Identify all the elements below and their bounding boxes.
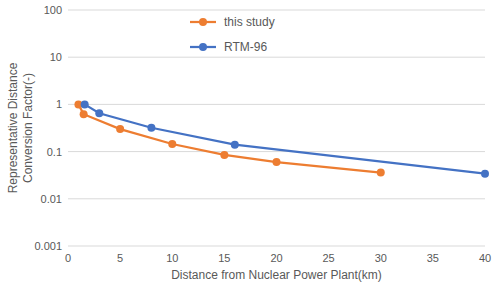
legend-marker [199,18,207,26]
series-marker [231,141,239,149]
x-tick-label: 30 [375,252,387,264]
series-marker [168,140,176,148]
y-axis-title-line: Representative Distance [6,62,20,193]
series-marker [95,109,103,117]
y-axis-title: Representative DistanceConversion Factor… [6,62,35,193]
y-tick-label: 0.01 [41,193,62,205]
y-tick-label: 10 [50,51,62,63]
grid-line [68,57,485,58]
series-line [85,104,485,173]
legend-label: RTM-96 [224,40,267,54]
series-marker [481,170,489,178]
y-axis-title-line: Conversion Factor(-) [21,73,35,183]
legend: this study RTM-96 [190,15,275,54]
legend-marker [199,43,207,51]
legend-label: this study [224,15,275,29]
x-tick-label: 15 [218,252,230,264]
series-line [78,104,380,172]
plot-area [74,100,489,177]
series-marker [377,169,385,177]
grid-line [68,104,485,105]
y-tick-label: 1 [56,98,62,110]
grid-line [68,10,485,11]
y-tick-label: 100 [44,4,62,16]
x-tick-label: 40 [479,252,491,264]
series-marker [273,158,281,166]
grid-line [68,246,485,247]
x-tick-label: 25 [323,252,335,264]
x-tick-label: 0 [65,252,71,264]
grid-line [68,151,485,152]
x-tick-label: 10 [166,252,178,264]
series-marker [220,151,228,159]
x-tick-label: 35 [427,252,439,264]
y-tick-label: 0.001 [34,240,62,252]
series-marker [147,124,155,132]
series-marker [80,110,88,118]
series-marker [116,125,124,133]
chart: 0.001 0.01 0.1 1 10 100 0 5 10 15 20 25 30 35 40 Distan… [0,0,500,288]
series-marker [81,100,89,108]
x-tick-label: 5 [117,252,123,264]
x-tick-label: 20 [270,252,282,264]
y-tick-label: 0.1 [47,146,62,158]
x-axis-title: Distance from Nuclear Power Plant(km) [171,268,382,282]
grid-line [68,198,485,199]
